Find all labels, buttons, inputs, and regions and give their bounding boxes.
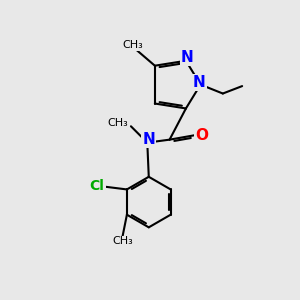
- Text: N: N: [181, 50, 194, 65]
- Text: Cl: Cl: [90, 179, 105, 194]
- Text: CH₃: CH₃: [122, 40, 143, 50]
- Text: CH₃: CH₃: [112, 236, 133, 247]
- Text: N: N: [193, 75, 206, 90]
- Text: N: N: [142, 132, 155, 147]
- Text: CH₃: CH₃: [107, 118, 128, 128]
- Text: O: O: [195, 128, 208, 143]
